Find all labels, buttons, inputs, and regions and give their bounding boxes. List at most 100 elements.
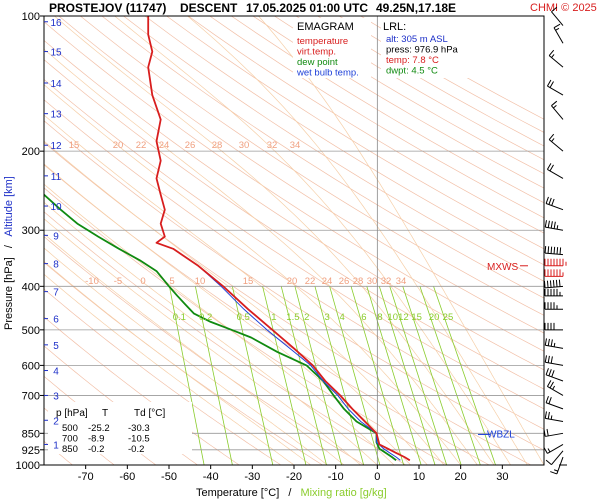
level-table-cell: -0.2 [88, 444, 104, 455]
wind-barb-feather [547, 220, 550, 228]
wind-barb-feather [544, 220, 547, 228]
mixing-ratio-line [378, 286, 436, 465]
y-tick-label: 500 [22, 325, 40, 337]
wind-barb-feather [549, 81, 554, 88]
wind-barb [544, 246, 564, 256]
adiabat-label: 30 [239, 140, 250, 151]
wind-barb-feather [546, 428, 549, 437]
dry-adiabat-line [144, 16, 544, 266]
altitude-tick-label: 4 [53, 367, 59, 378]
wind-barb-feather [548, 369, 552, 377]
wind-barb-feather [545, 459, 552, 466]
wind-barb-half-feather [555, 27, 560, 31]
wind-barb [544, 355, 564, 366]
wbzl-label: WBZL [487, 429, 515, 440]
y-tick-label: 300 [22, 225, 40, 237]
adiabat-label: 15 [69, 140, 80, 151]
wind-barb [543, 428, 564, 437]
wind-barb-shaft [548, 139, 564, 152]
moist-adiabat-line [44, 84, 461, 465]
x-tick-label: -50 [161, 471, 177, 483]
y-tick-label: 1000 [16, 460, 40, 472]
lrl-line: press: 976.9 hPa [386, 45, 459, 56]
wind-barb [544, 338, 564, 349]
dry-adiabat-line [44, 187, 448, 465]
adiabat-label: 0 [140, 276, 145, 287]
wind-barb [544, 411, 564, 422]
adiabat-label: 20 [113, 140, 124, 151]
mixing-ratio-label: 25 [443, 312, 454, 323]
mixing-ratio-label: 0.2 [199, 312, 212, 323]
mixing-ratio-label: 0.5 [237, 312, 250, 323]
wind-barb-feather [547, 338, 550, 346]
level-table-cell: -10.5 [128, 434, 150, 445]
adiabat-label: -5 [114, 276, 122, 287]
y-tick-label: 850 [22, 428, 40, 440]
wind-barb [546, 79, 564, 96]
mixing-ratio-label: 10 [387, 312, 398, 323]
wind-barb-half-feather [553, 105, 557, 109]
wind-barb [545, 196, 564, 211]
wind-barb-feather [545, 368, 549, 376]
mixing-ratio-line [433, 286, 496, 465]
adiabat-label: 22 [136, 140, 147, 151]
header-station: PROSTEJOV (11747) [49, 1, 166, 15]
adiabat-label: 22 [305, 276, 316, 287]
wind-barb-feather [556, 247, 559, 255]
x-tick-label: -40 [203, 471, 219, 483]
level-table-header: p [hPa] [56, 408, 88, 419]
altitude-tick-label: 12 [50, 141, 62, 152]
wind-barb-feather [550, 221, 553, 229]
wind-barb-feather [543, 280, 546, 288]
altitude-tick-label: 10 [50, 202, 62, 213]
y-axis-title-sep: / [3, 244, 15, 248]
wind-barb-feather [547, 355, 550, 363]
y-axis-title-alt: Altitude [km] [3, 176, 15, 237]
mixing-ratio-line [366, 286, 422, 465]
level-table: p [hPa] T Td [°C] 500 -25.2 -30.3 700 -8.9 -10.5… [56, 408, 165, 455]
x-tick-label: -20 [286, 471, 302, 483]
dry-adiabat-line [44, 142, 532, 465]
legend-box [293, 18, 371, 78]
header-datetime: 17.05.2025 01:00 UTC [246, 1, 368, 15]
wind-barb [544, 322, 563, 331]
legend-title: EMAGRAM [297, 21, 354, 33]
moist-adiabat-line [258, 16, 544, 465]
wind-barb-feather [553, 246, 556, 254]
mxws-label: MXWS [487, 262, 518, 273]
lrl-line: temp: 7.8 °C [386, 55, 439, 66]
wind-barb [545, 450, 564, 466]
mixing-ratio-labels: 0.1 0.2 0.5 1 1.5 2 3 4 6 8 10 12 15 20 25 [173, 312, 454, 323]
altitude-tick-label: 14 [50, 79, 62, 90]
altitude-tick-label: 15 [50, 48, 62, 59]
adiabat-label: 28 [212, 140, 223, 151]
level-table-cell: -30.3 [128, 423, 150, 434]
altitude-tick-label: 8 [53, 260, 59, 271]
wind-barb-feather [549, 280, 552, 288]
wind-barb [551, 6, 564, 26]
series-temperature-line [147, 16, 411, 462]
wind-barb [546, 163, 564, 179]
altitude-tick-label: 3 [53, 391, 59, 402]
mixing-ratio-label: 8 [377, 312, 382, 323]
wind-barb-feather [544, 338, 547, 346]
wind-barb-half-feather [556, 225, 559, 230]
x-axis-title-sep: / [288, 487, 292, 499]
x-tick-label: 20 [455, 471, 467, 483]
adiabat-label: 32 [267, 140, 278, 151]
lrl-box [381, 18, 476, 78]
wind-barb-shaft [551, 450, 564, 465]
wind-barb-shaft [553, 27, 564, 44]
mixing-ratio-label: 4 [339, 312, 344, 323]
mixing-ratio-label: 12 [398, 312, 409, 323]
wind-barb [545, 368, 564, 382]
wind-barb-half-feather [551, 138, 555, 142]
wind-barb-feather [546, 380, 552, 387]
wind-barb-feather [544, 355, 547, 363]
wind-barb-half-feather [553, 342, 556, 347]
mixing-ratio-label: 1 [271, 312, 276, 323]
wind-barb-feather [546, 163, 552, 170]
wind-barb [546, 380, 564, 396]
wind-barb-feather [543, 429, 546, 437]
